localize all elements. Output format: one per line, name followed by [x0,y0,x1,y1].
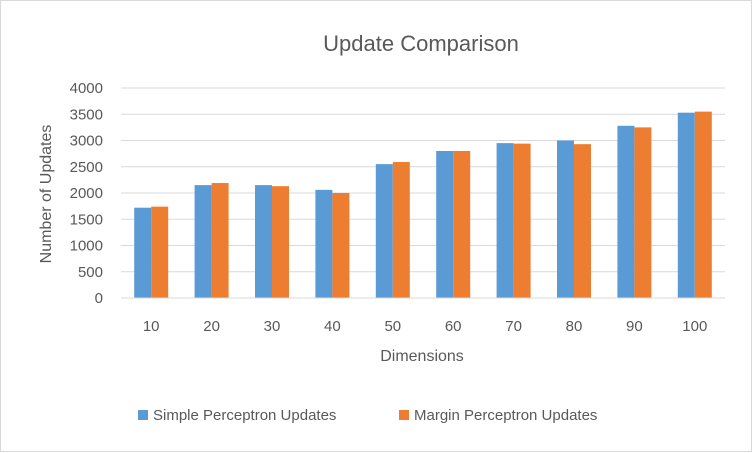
x-tick-label: 70 [505,318,522,335]
bar-simple-perceptron [496,143,514,298]
y-axis-title: Number of Updates [38,125,55,264]
x-tick-label: 50 [384,318,401,335]
bar-simple-perceptron [134,207,152,298]
y-tick-labels: 0 500 1000 1500 2000 2500 3000 3500 4000 [70,80,103,307]
bar-simple-perceptron [617,125,635,298]
bar-simple-perceptron [375,164,393,298]
y-tick-label: 2000 [70,185,103,202]
bar-margin-perceptron [634,127,652,298]
x-tick-label: 10 [143,318,160,335]
chart-title: Update Comparison [323,31,519,56]
bar-margin-perceptron [332,193,350,298]
x-tick-label: 30 [264,318,281,335]
bar-simple-perceptron [194,185,212,298]
bar-margin-perceptron [392,162,410,298]
bar-margin-perceptron [694,111,712,298]
x-tick-label: 60 [445,318,462,335]
legend-label-simple: Simple Perceptron Updates [153,407,336,424]
y-tick-label: 3000 [70,133,103,150]
bar-margin-perceptron [272,186,289,298]
legend-swatch-simple [138,410,148,420]
x-tick-label: 90 [626,318,643,335]
legend-swatch-margin [399,410,409,420]
x-tick-label: 80 [566,318,583,335]
bar-margin-perceptron [453,151,471,298]
bar-margin-perceptron [574,144,591,298]
bar-margin-perceptron [211,183,229,298]
y-tick-label: 0 [95,290,103,307]
legend-label-margin: Margin Perceptron Updates [414,407,597,424]
bar-simple-perceptron [677,112,695,298]
bar-simple-perceptron [436,151,454,298]
x-tick-label: 40 [324,318,341,335]
bar-margin-perceptron [513,143,531,298]
y-tick-label: 1500 [70,211,103,228]
y-tick-label: 3500 [70,106,103,123]
bar-simple-perceptron [557,140,574,298]
bar-margin-perceptron [151,206,169,298]
bar-simple-perceptron [315,189,333,298]
y-tick-label: 1000 [70,238,103,255]
x-tick-label: 20 [203,318,220,335]
y-tick-label: 500 [78,264,103,281]
bar-simple-perceptron [255,185,272,298]
x-axis-title: Dimensions [380,348,464,365]
bars [134,111,712,298]
y-tick-label: 4000 [70,80,103,97]
x-tick-labels: 10 20 30 40 50 60 70 80 90 100 [143,318,707,335]
y-tick-label: 2500 [70,159,103,176]
x-tick-label: 100 [682,318,707,335]
legend: Simple Perceptron Updates Margin Percept… [138,407,597,424]
